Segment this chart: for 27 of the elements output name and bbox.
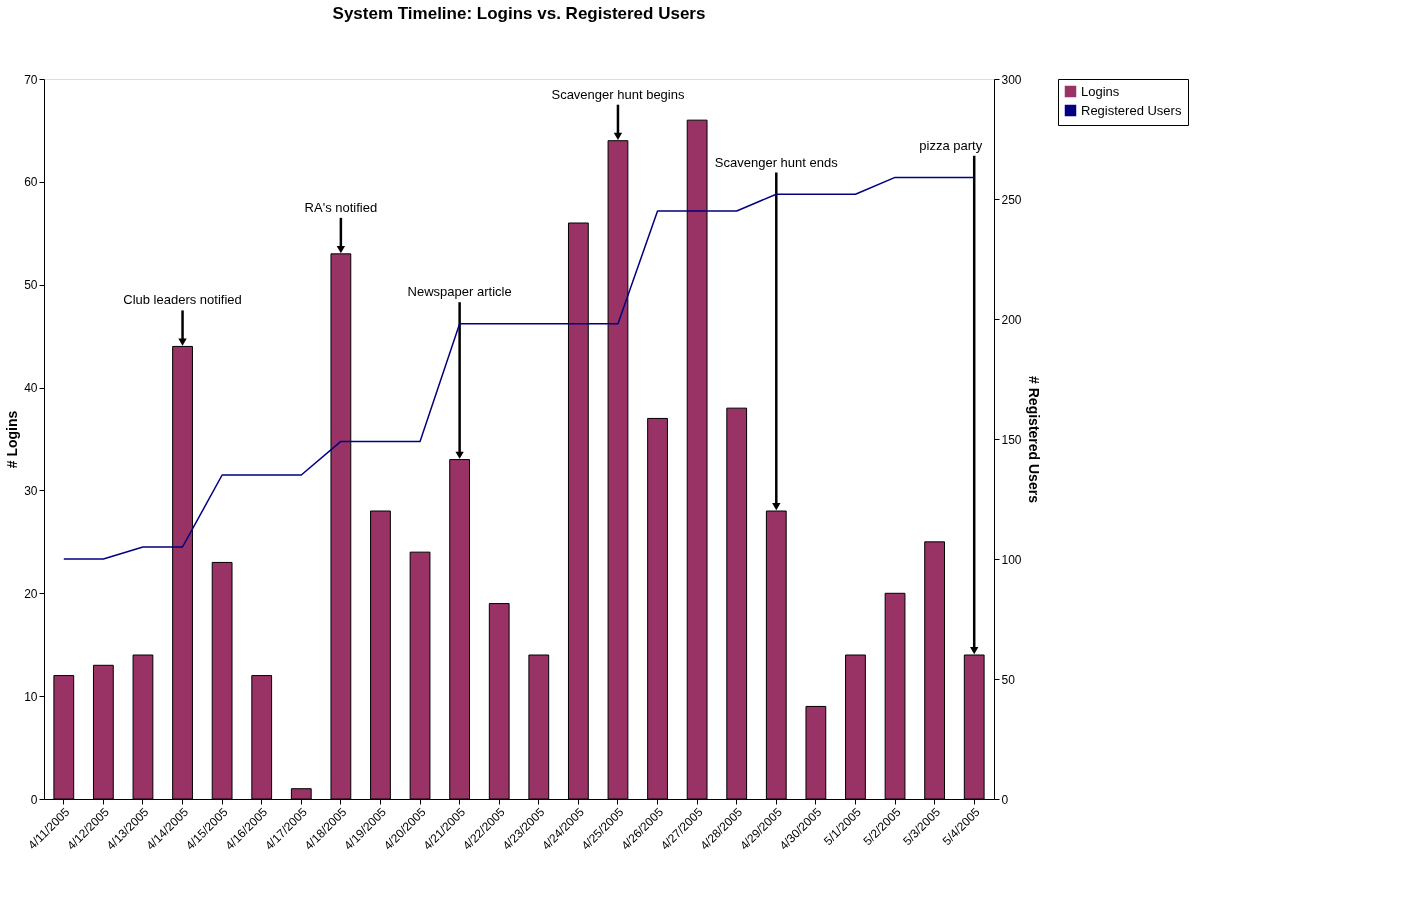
y-tick-label: 50 (24, 278, 38, 293)
y-tick-label: 60 (24, 175, 38, 190)
y-tick-label: 70 (24, 72, 38, 87)
y-axis-title: # Logins (4, 410, 21, 469)
annotation: pizza party (919, 137, 983, 153)
y-tick-label: 30 (24, 483, 38, 498)
y2-tick-label: 250 (1001, 192, 1022, 207)
y2-tick-label: 150 (1001, 432, 1022, 447)
legend-label: Logins (1081, 83, 1120, 99)
y-tick-label: 40 (24, 381, 38, 396)
y-tick-label: 20 (24, 586, 38, 601)
y2-tick-label: 50 (1001, 672, 1016, 687)
y2-tick-label: 100 (1001, 552, 1022, 567)
y2-axis-title: # Registered Users (1025, 376, 1042, 504)
annotation: Club leaders notified (123, 292, 242, 308)
annotation: Scavenger hunt ends (714, 154, 839, 170)
y2-tick-label: 200 (1001, 312, 1022, 327)
y2-tick-label: 0 (1001, 792, 1009, 807)
annotation: Newspaper article (407, 284, 512, 300)
chart-title: System Timeline: Logins vs. Registered Users (332, 4, 706, 23)
annotation: Scavenger hunt begins (551, 86, 685, 102)
legend-label: Registered Users (1081, 102, 1182, 118)
annotation: RA's notified (304, 199, 378, 215)
y-tick-label: 10 (24, 689, 38, 704)
y-tick-label: 0 (30, 792, 38, 807)
line-series (63, 176, 975, 560)
y2-tick-label: 300 (1001, 72, 1022, 87)
